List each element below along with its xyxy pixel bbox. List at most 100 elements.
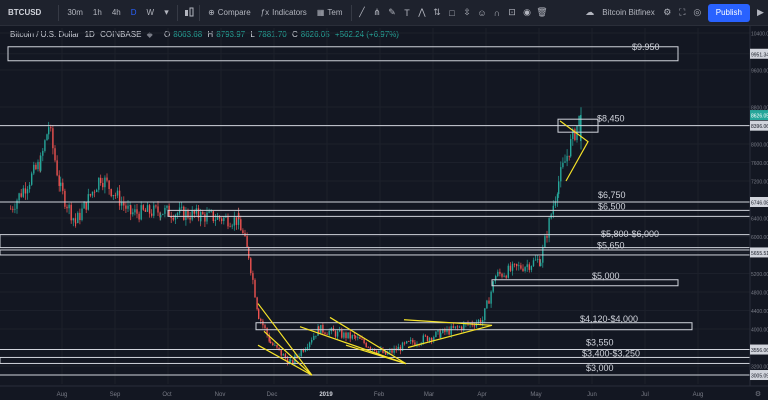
candle-body [345, 332, 347, 339]
level-zone[interactable] [7, 46, 679, 62]
level-zone[interactable] [491, 279, 679, 287]
top-toolbar: BTCUSD 30m 1h 4h D W ▾ ⊕ Compare ƒx Indica… [0, 0, 768, 26]
candle-body [187, 210, 189, 218]
candles-icon[interactable] [181, 0, 196, 26]
eye-icon[interactable]: ◉ [523, 7, 531, 17]
indicators-button[interactable]: ƒx Indicators [256, 0, 312, 26]
triangle-pattern[interactable] [299, 316, 407, 365]
interval-w[interactable]: W [146, 8, 155, 17]
plus-circle-icon: ⊕ [208, 8, 215, 17]
candle-body [160, 214, 162, 218]
trend-line[interactable] [345, 344, 407, 365]
symbol-search[interactable]: BTCUSD [8, 8, 42, 17]
cloud-icon[interactable]: ☁ [585, 7, 595, 17]
level-zone[interactable] [167, 209, 751, 217]
change-value: +562.24 (+6.97%) [334, 30, 399, 39]
magnet-icon[interactable]: ∩ [493, 7, 501, 18]
camera-icon[interactable]: ◎ [693, 7, 702, 17]
candle-body [114, 195, 117, 196]
candle-body [433, 337, 435, 341]
candle-body [442, 329, 444, 333]
chevron-down-icon[interactable]: ▾ [164, 7, 169, 17]
pattern-icon[interactable]: ⋀ [418, 7, 426, 17]
candle-body [189, 217, 191, 220]
triangle-pattern[interactable] [257, 303, 313, 376]
legend-menu-icon[interactable]: ◆ [146, 30, 153, 39]
icons-tool-icon[interactable]: ☺ [477, 7, 487, 18]
candle-body [495, 275, 497, 280]
brush-icon[interactable]: ✎ [388, 7, 396, 17]
prediction-icon[interactable]: ⇅ [433, 7, 441, 17]
time-tick-label: Aug [57, 392, 68, 398]
compare-button[interactable]: ⊕ Compare [203, 0, 256, 26]
triangle-pattern[interactable] [403, 319, 493, 349]
candle-body [513, 263, 516, 265]
candle-body [185, 210, 187, 220]
candle-body [359, 337, 361, 339]
candle-body [440, 332, 442, 338]
candle-body [66, 206, 68, 209]
price-tick-label: 5655.51 [751, 251, 768, 257]
price-tick-label: 3556.06 [751, 348, 768, 354]
price-tick-label: 6000.00 [751, 235, 768, 241]
candle-body [530, 266, 533, 270]
trash-icon[interactable]: 🗑 [536, 7, 548, 17]
watchlist-name[interactable]: Bitcoin Bitfinex [602, 8, 655, 17]
high-value: 8793.97 [216, 30, 246, 39]
interval-4h[interactable]: 4h [111, 8, 121, 17]
candle-body [75, 222, 77, 224]
price-label-bg [750, 247, 768, 258]
candle-body [304, 348, 307, 352]
candle-body [44, 140, 46, 151]
candle-body [52, 128, 54, 149]
candle-body [516, 263, 518, 267]
candle-body [100, 177, 102, 183]
text-tool-icon[interactable]: T [404, 7, 410, 18]
candle-body [142, 205, 144, 210]
shapes-icon[interactable]: □ [449, 7, 455, 18]
price-tick-label: 8800.00 [751, 106, 768, 112]
triangle-pattern[interactable] [559, 120, 589, 182]
interval-d[interactable]: D [130, 8, 137, 17]
price-tick-label: 8000.00 [751, 143, 768, 149]
lock-icon[interactable]: ⊡ [508, 7, 516, 17]
candle-body [412, 339, 414, 343]
fullscreen-icon[interactable]: ⛶ [679, 7, 686, 17]
level-label: $6,500 [598, 201, 626, 211]
candle-body [16, 200, 18, 209]
candle-body [505, 275, 507, 278]
templates-button[interactable]: ▦ Tem [312, 0, 348, 26]
candle-body [428, 337, 431, 342]
measure-icon[interactable]: ⇳ [463, 7, 471, 17]
publish-button[interactable]: Publish [707, 3, 750, 22]
candle-body [424, 335, 427, 337]
candle-body [518, 265, 520, 267]
candle-body [300, 349, 302, 356]
candle-body [77, 212, 79, 224]
candle-body [292, 360, 294, 364]
axis-settings-icon[interactable]: ⚙ [755, 390, 761, 398]
interval-1h[interactable]: 1h [92, 8, 102, 17]
price-tick-label: 4400.00 [751, 309, 768, 315]
candle-body [537, 259, 539, 260]
candle-body [311, 339, 313, 343]
play-icon[interactable]: ▶ [757, 7, 764, 17]
templates-label: Tem [327, 8, 343, 17]
candle-body [35, 164, 37, 170]
candle-body [399, 346, 402, 352]
candle-body [264, 325, 266, 329]
candle-body [574, 129, 576, 141]
pitchfork-icon[interactable]: ⋔ [373, 7, 381, 17]
price-chart[interactable]: $9.950$8,450$6,750$6,500$5,800-$6,000$5,… [0, 26, 768, 400]
candle-body [448, 329, 450, 335]
trend-line[interactable] [257, 344, 313, 376]
trend-line-icon[interactable]: ╱ [359, 7, 365, 17]
level-zone[interactable] [557, 118, 599, 133]
level-label: $9.950 [632, 42, 660, 52]
interval-30m[interactable]: 30m [67, 8, 83, 17]
candle-body [164, 207, 166, 214]
candle-body [320, 324, 322, 334]
open-value: 8063.68 [173, 30, 203, 39]
gear-icon[interactable]: ⚙ [663, 7, 672, 17]
candle-body [248, 247, 250, 259]
